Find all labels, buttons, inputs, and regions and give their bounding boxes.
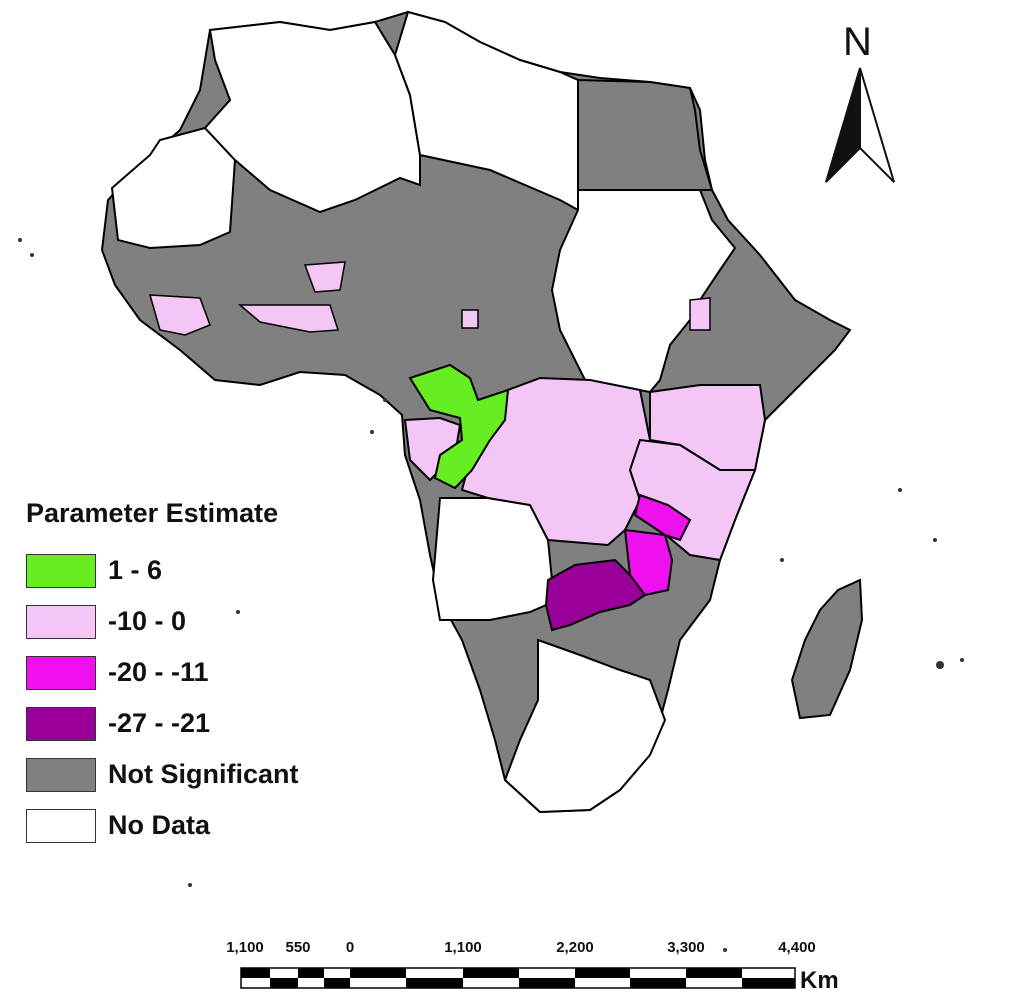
legend-item: No Data bbox=[26, 800, 299, 851]
island bbox=[18, 238, 22, 242]
region-ethiopia-pink bbox=[689, 297, 711, 331]
island bbox=[723, 948, 727, 952]
scale-tick-label: 3,300 bbox=[667, 939, 705, 956]
legend-item: -10 - 0 bbox=[26, 596, 299, 647]
region-egypt bbox=[577, 78, 714, 191]
scale-tick-label: 1,100 bbox=[226, 939, 264, 956]
scale-tick-label: 2,200 bbox=[556, 939, 594, 956]
region-south-africa bbox=[503, 638, 667, 814]
scale-segment bbox=[241, 968, 270, 978]
scale-segment bbox=[519, 978, 575, 988]
legend-swatch bbox=[26, 655, 96, 690]
island bbox=[936, 661, 944, 669]
region-mali-pink bbox=[303, 261, 346, 293]
legend-swatch bbox=[26, 604, 96, 639]
region-algeria bbox=[203, 20, 421, 214]
scale-segment bbox=[298, 968, 324, 978]
scale-segment bbox=[742, 978, 795, 988]
scale-segment bbox=[324, 978, 350, 988]
legend-swatch bbox=[26, 808, 96, 843]
island bbox=[188, 883, 192, 887]
scale-segment bbox=[575, 968, 630, 978]
north-arrow-right-half-icon bbox=[859, 67, 895, 183]
legend-label: -20 - -11 bbox=[108, 657, 209, 687]
legend-item: Not Significant bbox=[26, 749, 299, 800]
legend-label: No Data bbox=[108, 810, 211, 840]
scale-segment bbox=[463, 968, 519, 978]
legend-item: -20 - -11 bbox=[26, 647, 299, 698]
region-angola bbox=[431, 497, 554, 621]
legend-label: -10 - 0 bbox=[108, 606, 187, 636]
island bbox=[30, 253, 34, 257]
region-zambia-purple bbox=[544, 558, 647, 632]
region-ghana-pink bbox=[237, 304, 340, 333]
scale-tick-label: 0 bbox=[346, 939, 354, 956]
scale-unit-label: Km bbox=[800, 967, 839, 994]
region-sudan bbox=[550, 189, 737, 394]
scale-segment bbox=[686, 968, 742, 978]
island bbox=[960, 658, 964, 662]
legend-item: 1 - 6 bbox=[26, 545, 299, 596]
north-arrow: N bbox=[825, 20, 895, 183]
north-arrow-left-half-icon bbox=[825, 67, 861, 183]
scale-segment bbox=[630, 978, 686, 988]
island bbox=[780, 558, 784, 562]
island bbox=[898, 488, 902, 492]
island bbox=[383, 398, 387, 402]
island bbox=[933, 538, 937, 542]
scale-tick-label: 4,400 bbox=[778, 939, 816, 956]
island bbox=[236, 610, 240, 614]
island bbox=[370, 430, 374, 434]
legend-title: Parameter Estimate bbox=[26, 498, 279, 528]
legend-label: Not Significant bbox=[108, 759, 299, 789]
region-west-africa-pink bbox=[148, 294, 211, 336]
region-madagascar bbox=[790, 578, 864, 720]
scale-bar: 1,100 550 0 1,100 2,200 3,300 4,400 Km bbox=[226, 939, 838, 994]
scale-segment bbox=[270, 978, 298, 988]
region-western-sahara-mauritania bbox=[110, 126, 237, 250]
scale-segment bbox=[350, 968, 406, 978]
legend-item: -27 - -21 bbox=[26, 698, 299, 749]
scale-segment bbox=[406, 978, 463, 988]
region-nigeria-pink bbox=[461, 309, 479, 329]
legend-swatch bbox=[26, 706, 96, 741]
legend-label: 1 - 6 bbox=[108, 555, 163, 585]
scale-tick-label: 550 bbox=[285, 939, 310, 956]
north-arrow-label: N bbox=[843, 20, 872, 64]
scale-tick-label: 1,100 bbox=[444, 939, 482, 956]
legend-swatch bbox=[26, 553, 96, 588]
legend-swatch bbox=[26, 757, 96, 792]
region-zambia-north-magenta bbox=[633, 493, 692, 542]
legend-label: -27 - -21 bbox=[108, 708, 211, 738]
region-congo-green bbox=[408, 363, 510, 490]
legend: Parameter Estimate 1 - 6 -10 - 0 -20 - -11… bbox=[26, 498, 299, 851]
